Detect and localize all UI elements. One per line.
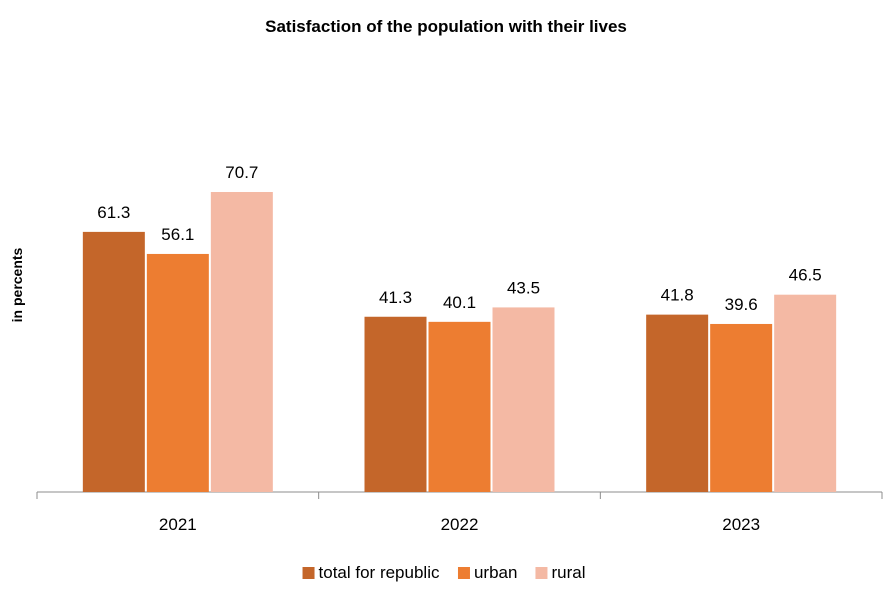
legend-item: rural: [535, 563, 585, 582]
plot-area: 61.3 56.1 70.7 2021 41.3 40.1 43.5 2022 41.8 39.6…: [36, 163, 883, 534]
data-label: 61.3: [97, 203, 130, 222]
legend-item: total for republic: [302, 563, 440, 582]
legend-swatch: [457, 567, 470, 579]
bar: [146, 253, 209, 492]
bar: [774, 294, 837, 492]
data-label: 46.5: [789, 266, 822, 285]
chart-title: Satisfaction of the population with thei…: [265, 17, 627, 36]
data-label: 56.1: [161, 225, 194, 244]
x-tick-label: 2022: [441, 515, 479, 534]
bar: [364, 316, 427, 492]
legend: total for republic urban rural: [302, 563, 585, 582]
y-axis-label: in percents: [9, 247, 25, 322]
bar: [82, 231, 145, 492]
legend-label: total for republic: [319, 563, 440, 582]
legend-label: rural: [551, 563, 585, 582]
bar: [210, 192, 273, 492]
legend-swatch: [302, 567, 315, 579]
data-label: 40.1: [443, 293, 476, 312]
bar: [492, 307, 555, 492]
bar: [428, 321, 491, 492]
bar: [710, 323, 773, 492]
legend-item: urban: [457, 563, 517, 582]
x-tick-label: 2023: [722, 515, 760, 534]
bar: [646, 314, 709, 492]
legend-label: urban: [474, 563, 517, 582]
data-label: 41.3: [379, 288, 412, 307]
data-label: 39.6: [725, 295, 758, 314]
data-label: 41.8: [661, 286, 694, 305]
legend-swatch: [535, 567, 548, 579]
data-label: 43.5: [507, 278, 540, 297]
x-tick-label: 2021: [159, 515, 197, 534]
data-label: 70.7: [225, 163, 258, 182]
